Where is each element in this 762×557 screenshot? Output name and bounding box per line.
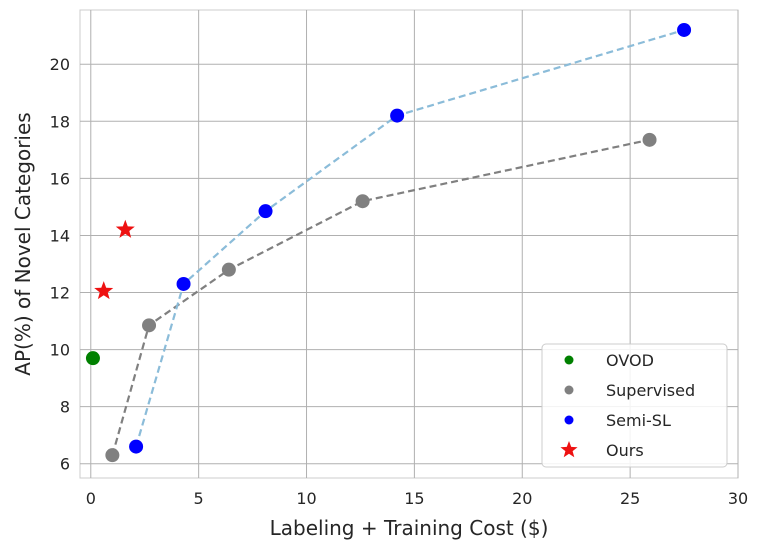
semi-sl-point <box>258 204 273 219</box>
x-tick-label: 15 <box>404 489 424 508</box>
ovod-legend-label: OVOD <box>606 351 654 370</box>
tick-labels: 0 5 10 15 20 25 30 6 8 10 12 14 16 18 20 <box>50 55 749 508</box>
semi-sl-point <box>390 108 405 123</box>
y-tick-label: 18 <box>50 112 70 131</box>
x-tick-label: 20 <box>512 489 532 508</box>
supervised-legend-label: Supervised <box>606 381 695 400</box>
x-axis-title: Labeling + Training Cost ($) <box>270 516 549 540</box>
semi-sl-point <box>677 22 692 37</box>
y-tick-label: 8 <box>60 398 70 417</box>
ours-point <box>94 281 114 300</box>
x-tick-label: 10 <box>296 489 316 508</box>
supervised-point <box>221 262 236 277</box>
ours-legend-marker <box>560 441 578 458</box>
supervised-point <box>642 132 657 147</box>
ours-point <box>115 219 135 238</box>
y-tick-label: 12 <box>50 284 70 303</box>
semi-sl-point <box>129 439 144 454</box>
ovod-point <box>85 351 100 366</box>
x-tick-label: 25 <box>620 489 640 508</box>
supervised-point <box>142 318 157 333</box>
semi-sl-legend-marker <box>564 415 574 425</box>
y-tick-label: 16 <box>50 169 70 188</box>
y-tick-label: 6 <box>60 455 70 474</box>
legend-box <box>541 343 728 468</box>
y-axis-title: AP(%) of Novel Categories <box>11 112 35 375</box>
ovod-legend-marker <box>564 355 574 365</box>
x-tick-label: 5 <box>194 489 204 508</box>
x-tick-label: 30 <box>728 489 748 508</box>
y-tick-label: 10 <box>50 341 70 360</box>
semi-sl-point <box>176 276 191 291</box>
supervised-point <box>105 448 120 463</box>
y-tick-label: 20 <box>50 55 70 74</box>
data-points <box>85 22 692 463</box>
semi-sl-legend-label: Semi-SL <box>606 411 671 430</box>
y-tick-label: 14 <box>50 226 70 245</box>
supervised-legend-marker <box>564 385 574 395</box>
supervised-point <box>355 194 370 209</box>
legend: OVOD Supervised Semi-SL Ours <box>541 343 728 468</box>
x-tick-label: 0 <box>86 489 96 508</box>
ours-legend-label: Ours <box>606 441 644 460</box>
